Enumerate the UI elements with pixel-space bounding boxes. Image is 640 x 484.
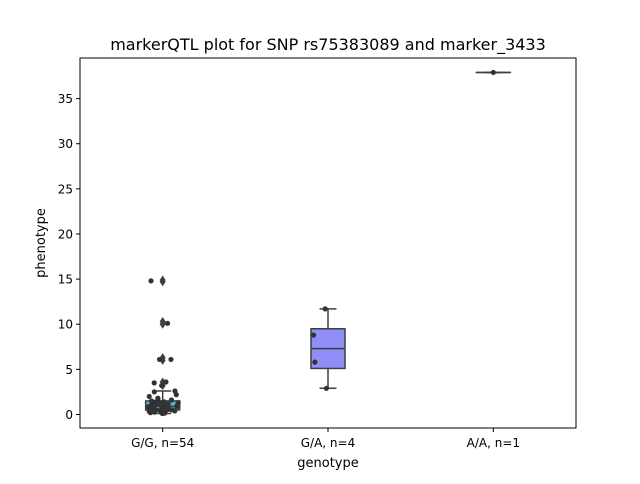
y-tick-label: 20 [58, 227, 73, 241]
data-point [323, 306, 328, 311]
data-point [165, 321, 170, 326]
x-tick-label: G/G, n=54 [131, 436, 194, 450]
data-point [147, 394, 152, 399]
data-point [169, 397, 174, 402]
y-tick-label: 10 [58, 318, 73, 332]
y-tick-label: 5 [65, 363, 73, 377]
y-tick-label: 15 [58, 273, 73, 287]
data-point [324, 386, 329, 391]
chart-title: markerQTL plot for SNP rs75383089 and ma… [110, 35, 546, 55]
data-point [312, 360, 317, 365]
y-tick-label: 35 [58, 92, 73, 106]
data-point [152, 380, 157, 385]
data-point [162, 399, 167, 404]
data-point [172, 388, 177, 393]
data-point [157, 357, 162, 362]
y-tick-label: 0 [65, 408, 73, 422]
data-point [491, 70, 496, 75]
data-point [159, 383, 164, 388]
data-point [155, 396, 160, 401]
x-tick-label: A/A, n=1 [467, 436, 520, 450]
y-axis-label: phenotype [34, 208, 49, 278]
data-point [149, 398, 154, 403]
data-point [152, 389, 157, 394]
y-tick-label: 30 [58, 137, 73, 151]
data-point [151, 409, 156, 414]
x-axis-label: genotype [297, 456, 358, 471]
y-tick-label: 25 [58, 182, 73, 196]
data-point [311, 332, 316, 337]
data-point [168, 357, 173, 362]
data-point [176, 400, 181, 405]
data-point [148, 278, 153, 283]
data-point [163, 379, 168, 384]
x-tick-label: G/A, n=4 [301, 436, 355, 450]
